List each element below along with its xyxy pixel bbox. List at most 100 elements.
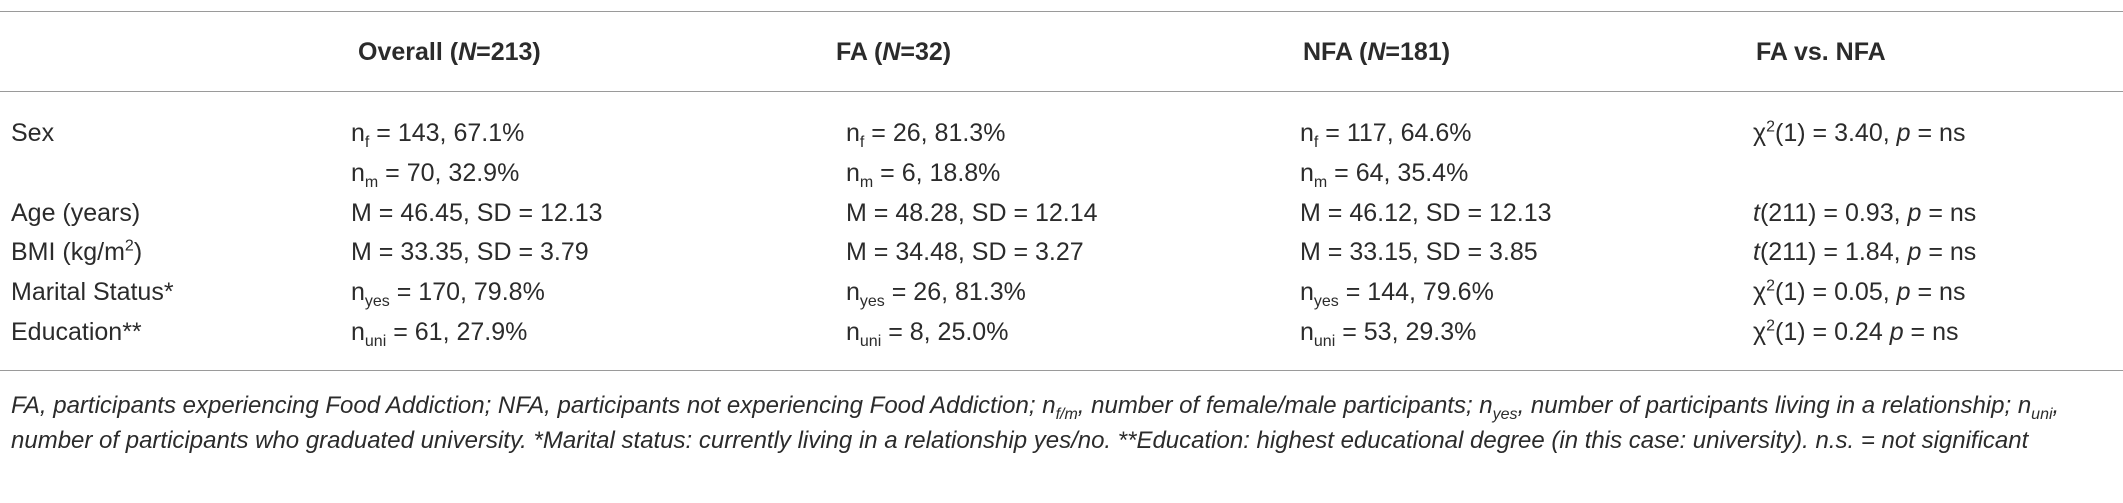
text: n: [1300, 318, 1314, 346]
cell: nyes = 144, 79.6%: [1300, 277, 1494, 311]
cell: nyes = 26, 81.3%: [846, 277, 1026, 311]
cell: M = 33.15, SD = 3.85: [1300, 237, 1538, 267]
cell: nyes = 170, 79.8%: [351, 277, 545, 311]
text: = 26, 81.3%: [864, 119, 1006, 147]
text: = 117, 64.6%: [1318, 119, 1472, 147]
cell: χ2(1) = 3.40, p = ns: [1753, 118, 1965, 148]
cell: nm = 64, 35.4%: [1300, 158, 1469, 191]
column-header: FA (N=32): [836, 37, 951, 67]
italic: N: [1367, 38, 1386, 66]
row-label: Education**: [11, 317, 142, 347]
cell: nm = 6, 18.8%: [846, 158, 1001, 191]
subscript: f: [364, 134, 370, 151]
text: FA vs. NFA: [1756, 38, 1886, 66]
text: M = 46.12, SD = 12.13: [1300, 198, 1552, 227]
text: = 26, 81.3%: [884, 278, 1026, 307]
subscript: f: [859, 134, 865, 151]
text: FA (: [836, 38, 883, 66]
subscript: f: [1313, 134, 1319, 151]
text: Age (years): [11, 198, 141, 227]
text: = 64, 35.4%: [1327, 158, 1469, 187]
superscript: 2: [1766, 277, 1776, 295]
text: (211) = 1.84,: [1759, 238, 1908, 267]
subscript: uni: [1313, 333, 1336, 350]
text: χ: [1753, 318, 1767, 346]
cell: M = 34.48, SD = 3.27: [846, 237, 1084, 267]
text: = 61, 27.9%: [386, 318, 528, 346]
column-header: FA vs. NFA: [1756, 37, 1886, 67]
text: = 144, 79.6%: [1338, 278, 1494, 307]
text: n: [351, 318, 365, 346]
cell: χ2(1) = 0.24 p = ns: [1753, 317, 1959, 347]
text: = 6, 18.8%: [873, 158, 1001, 187]
subscript: m: [859, 173, 874, 191]
subscript: yes: [859, 293, 885, 311]
text: n: [846, 119, 860, 147]
text: = 170, 79.8%: [389, 278, 545, 307]
subscript: m: [364, 173, 379, 191]
italic: p: [1896, 119, 1911, 147]
text: (1) = 0.24: [1775, 318, 1890, 346]
subscript: uni: [859, 333, 882, 350]
text: n: [846, 278, 860, 307]
row-label: Sex: [11, 118, 54, 148]
text: n: [1300, 158, 1314, 187]
header-rule: [0, 91, 2123, 92]
italic: p: [1907, 238, 1922, 267]
cell: t(211) = 1.84, p = ns: [1753, 237, 1976, 267]
text: n: [351, 158, 365, 187]
cell: M = 33.35, SD = 3.79: [351, 237, 589, 267]
row-label: Age (years): [11, 198, 140, 228]
text: n: [351, 119, 365, 147]
cell: nuni = 8, 25.0%: [846, 317, 1008, 350]
top-rule: [0, 11, 2123, 12]
italic: p: [1889, 318, 1904, 346]
subscript: f/m: [1055, 405, 1078, 423]
text: (1) = 3.40,: [1775, 119, 1897, 147]
superscript: 2: [124, 238, 134, 256]
subscript: yes: [364, 293, 390, 311]
column-header: NFA (N=181): [1303, 37, 1450, 67]
text: n: [1300, 119, 1314, 147]
text: M = 48.28, SD = 12.14: [846, 198, 1098, 227]
text: =32): [900, 38, 952, 66]
text: =213): [476, 38, 541, 66]
text: χ: [1753, 119, 1767, 147]
cell: nf = 143, 67.1%: [351, 118, 524, 151]
row-label: BMI (kg/m2): [11, 237, 142, 267]
text: =181): [1385, 38, 1451, 66]
text: Overall (: [358, 38, 459, 66]
row-label: Marital Status*: [11, 277, 174, 307]
text: = 53, 29.3%: [1335, 318, 1477, 346]
bottom-rule: [0, 370, 2123, 371]
text: = ns: [1910, 278, 1966, 307]
text: , number of female/male participants; n: [1077, 392, 1493, 419]
text: BMI (kg/m: [11, 238, 125, 267]
subscript: yes: [1313, 293, 1339, 311]
cell: t(211) = 0.93, p = ns: [1753, 198, 1976, 228]
text: , number of participants who graduated u…: [11, 392, 2060, 454]
italic: p: [1896, 278, 1911, 307]
text: M = 46.45, SD = 12.13: [351, 198, 603, 227]
cell: M = 48.28, SD = 12.14: [846, 198, 1098, 228]
text: M = 34.48, SD = 3.27: [846, 238, 1084, 267]
column-header: Overall (N=213): [358, 37, 541, 67]
cell: M = 46.45, SD = 12.13: [351, 198, 603, 228]
text: n: [846, 318, 860, 346]
text: M = 33.35, SD = 3.79: [351, 238, 589, 267]
text: = ns: [1910, 119, 1966, 147]
text: Marital Status*: [11, 278, 174, 307]
text: Sex: [11, 119, 55, 147]
subscript: yes: [1492, 405, 1518, 423]
text: n: [846, 158, 860, 187]
text: (211) = 0.93,: [1759, 198, 1908, 227]
cell: χ2(1) = 0.05, p = ns: [1753, 277, 1965, 307]
text: χ: [1753, 278, 1767, 307]
text: = ns: [1903, 318, 1959, 346]
text: = ns: [1921, 238, 1977, 267]
subscript: uni: [364, 333, 387, 350]
text: ): [133, 238, 143, 267]
superscript: 2: [1766, 317, 1776, 335]
footnote: FA, participants experiencing Food Addic…: [11, 388, 2091, 458]
